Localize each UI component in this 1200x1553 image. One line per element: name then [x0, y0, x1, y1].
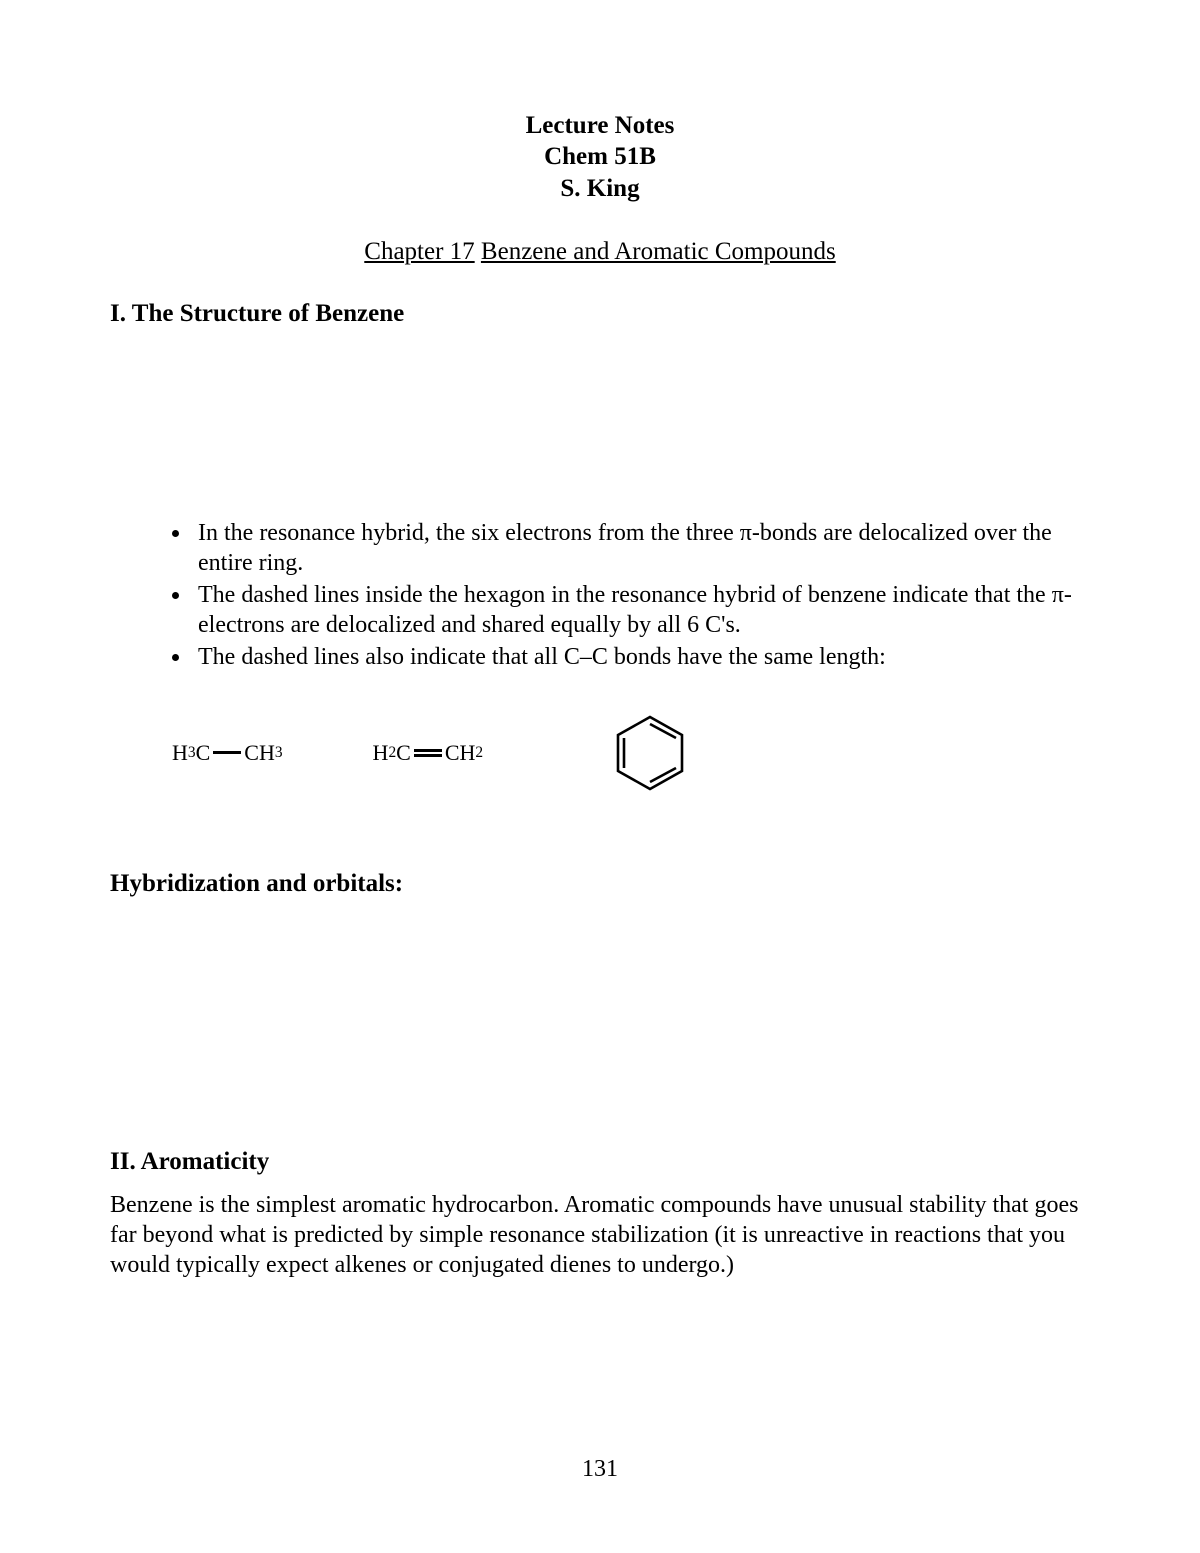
section-2-body: Benzene is the simplest aromatic hydroca… [110, 1190, 1090, 1280]
title-block: Lecture Notes Chem 51B S. King [110, 110, 1090, 204]
section-2-heading: II. Aromaticity [110, 1148, 1090, 1176]
section-2: II. Aromaticity Benzene is the simplest … [110, 1148, 1090, 1280]
atom-label: H [373, 740, 389, 766]
atom-label: C [196, 740, 211, 766]
molecule-row: H3C CH3 H2C CH2 [110, 712, 1090, 794]
list-item: The dashed lines also indicate that all … [192, 642, 1090, 672]
chapter-line: Chapter 17 Benzene and Aromatic Compound… [110, 238, 1090, 266]
double-bond-icon [414, 749, 442, 757]
single-bond-icon [213, 751, 241, 754]
atom-label: C [396, 740, 411, 766]
atom-label: CH [445, 740, 476, 766]
atom-label: H [172, 740, 188, 766]
page: Lecture Notes Chem 51B S. King Chapter 1… [0, 0, 1200, 1553]
benzene-icon [613, 712, 687, 794]
page-number: 131 [0, 1456, 1200, 1483]
chapter-label: Chapter 17 [364, 238, 474, 265]
ethane-molecule: H3C CH3 [172, 740, 283, 766]
list-item: The dashed lines inside the hexagon in t… [192, 580, 1090, 640]
benzene-molecule [613, 712, 687, 794]
bullet-list: In the resonance hybrid, the six electro… [110, 518, 1090, 672]
title-line-3: S. King [110, 173, 1090, 204]
ethene-molecule: H2C CH2 [373, 740, 484, 766]
title-line-1: Lecture Notes [110, 110, 1090, 141]
atom-label: CH [244, 740, 275, 766]
list-item: In the resonance hybrid, the six electro… [192, 518, 1090, 578]
spacer [110, 328, 1090, 518]
title-line-2: Chem 51B [110, 141, 1090, 172]
chapter-title: Benzene and Aromatic Compounds [481, 238, 836, 265]
subheading-hybridization: Hybridization and orbitals: [110, 870, 1090, 898]
section-1-heading: I. The Structure of Benzene [110, 300, 1090, 328]
